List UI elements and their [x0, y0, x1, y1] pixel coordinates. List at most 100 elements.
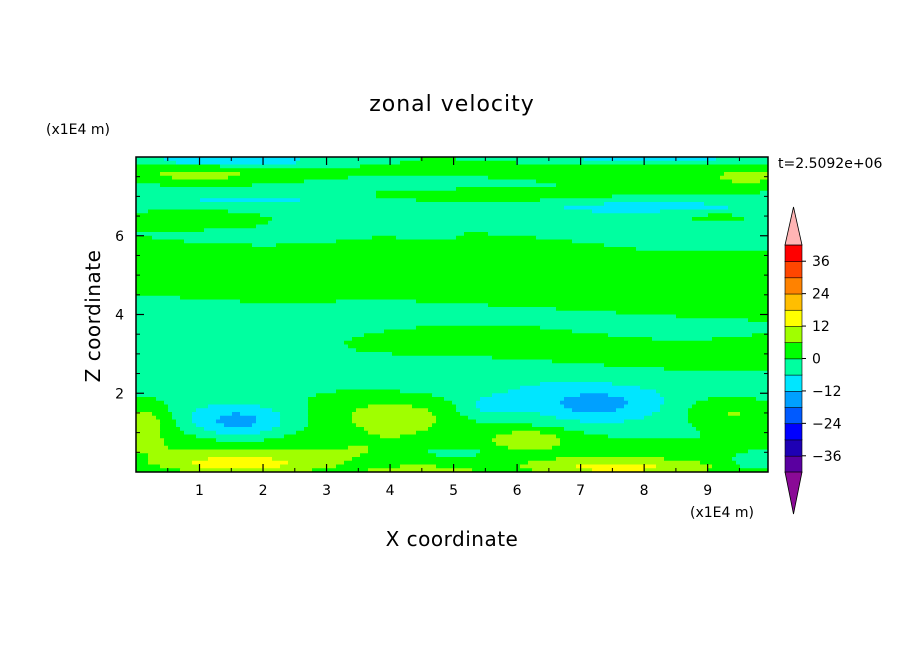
contour-cell — [136, 273, 768, 278]
contour-cell — [556, 415, 645, 421]
contour-cell — [696, 427, 768, 432]
contour-cell — [196, 408, 273, 413]
contour-cell — [468, 415, 557, 421]
x-tick-label: 4 — [386, 483, 395, 499]
contour-cell — [136, 295, 181, 301]
contour-cell — [492, 355, 768, 361]
x-tick-label: 6 — [513, 483, 522, 499]
contour-cell — [184, 430, 217, 436]
contour-cell — [160, 464, 201, 469]
contour-cell — [136, 367, 665, 372]
contour-cell — [384, 329, 573, 334]
contour-cell — [160, 172, 241, 177]
contour-cell — [136, 172, 161, 177]
contour-cell — [540, 325, 768, 331]
colorbar-tick-label: −12 — [812, 384, 842, 400]
contour-cell — [136, 254, 768, 259]
contour-cell — [552, 445, 768, 451]
contour-cell — [136, 363, 605, 368]
contour-cell — [456, 157, 585, 162]
contour-cell — [488, 175, 721, 181]
contour-field — [136, 157, 768, 472]
contour-cell — [160, 419, 177, 424]
contour-cell — [572, 408, 617, 413]
contour-cell — [136, 247, 637, 252]
contour-cell — [492, 393, 581, 398]
contour-cell — [308, 404, 369, 409]
contour-cell — [272, 427, 305, 432]
contour-cell — [136, 284, 768, 289]
contour-cell — [136, 179, 305, 184]
colorbar: 36 24 12 0 −12 −24 −36 — [784, 206, 842, 515]
contour-cell — [136, 385, 521, 391]
contour-cell — [252, 423, 281, 428]
colorbar-over-arrow — [784, 206, 803, 246]
contour-cell — [136, 389, 337, 394]
contour-cell — [664, 400, 697, 406]
contour-cell — [552, 359, 768, 364]
contour-cell — [160, 183, 253, 188]
contour-cell — [540, 430, 585, 436]
contour-cell — [136, 213, 261, 218]
contour-cell — [136, 307, 557, 312]
contour-cell — [400, 434, 497, 439]
contour-cell — [176, 160, 297, 166]
contour-cell — [352, 419, 437, 424]
contour-cell — [476, 400, 561, 406]
contour-cell — [732, 457, 768, 462]
contour-cell — [192, 412, 233, 417]
contour-cell — [416, 299, 768, 304]
contour-cell — [464, 232, 489, 237]
contour-cell — [172, 415, 193, 421]
contour-cell — [220, 164, 361, 169]
contour-cell — [692, 404, 768, 409]
colorbar-tick-label: 36 — [812, 254, 830, 270]
contour-cell — [308, 400, 453, 406]
contour-cell — [660, 408, 689, 413]
contour-cell — [456, 404, 477, 409]
contour-cell — [268, 220, 768, 226]
contour-cell — [496, 442, 561, 447]
contour-cell — [476, 404, 565, 409]
contour-cell — [436, 419, 477, 424]
contour-cell — [136, 404, 169, 409]
x-tick-label: 7 — [576, 483, 585, 499]
contour-cell — [744, 217, 768, 222]
contour-cell — [192, 415, 221, 421]
contour-cell — [560, 438, 768, 443]
contour-cell — [652, 337, 713, 342]
contour-cell — [136, 277, 768, 282]
contour-cell — [136, 430, 161, 436]
contour-cell — [556, 307, 768, 312]
contour-cell — [220, 415, 257, 421]
contour-cell — [152, 235, 373, 241]
contour-cell — [136, 269, 768, 274]
contour-cell — [136, 415, 157, 421]
colorbar-bin — [784, 406, 803, 425]
contour-cell — [164, 438, 217, 443]
contour-cell — [280, 419, 309, 424]
contour-cell — [136, 262, 768, 267]
contour-cell — [136, 355, 493, 361]
contour-cell — [172, 412, 193, 417]
contour-cell — [624, 419, 689, 424]
contour-cell — [284, 434, 381, 439]
contour-cell — [136, 157, 165, 162]
contour-cell — [604, 243, 768, 248]
colorbar-bin — [784, 374, 803, 392]
contour-cell — [136, 337, 353, 342]
contour-cell — [136, 187, 457, 192]
contour-cell — [300, 198, 417, 203]
colorbar-bin — [784, 439, 803, 457]
contour-cell — [556, 457, 665, 462]
contour-cell — [576, 464, 657, 469]
contour-cell — [616, 310, 768, 316]
contour-cell — [164, 157, 301, 162]
colorbar-bin — [784, 455, 803, 473]
contour-cell — [196, 423, 225, 428]
contour-cell — [336, 389, 401, 394]
contour-cell — [136, 224, 257, 229]
colorbar-bin — [784, 325, 803, 343]
contour-cell — [676, 314, 768, 319]
contour-cell — [300, 157, 421, 162]
